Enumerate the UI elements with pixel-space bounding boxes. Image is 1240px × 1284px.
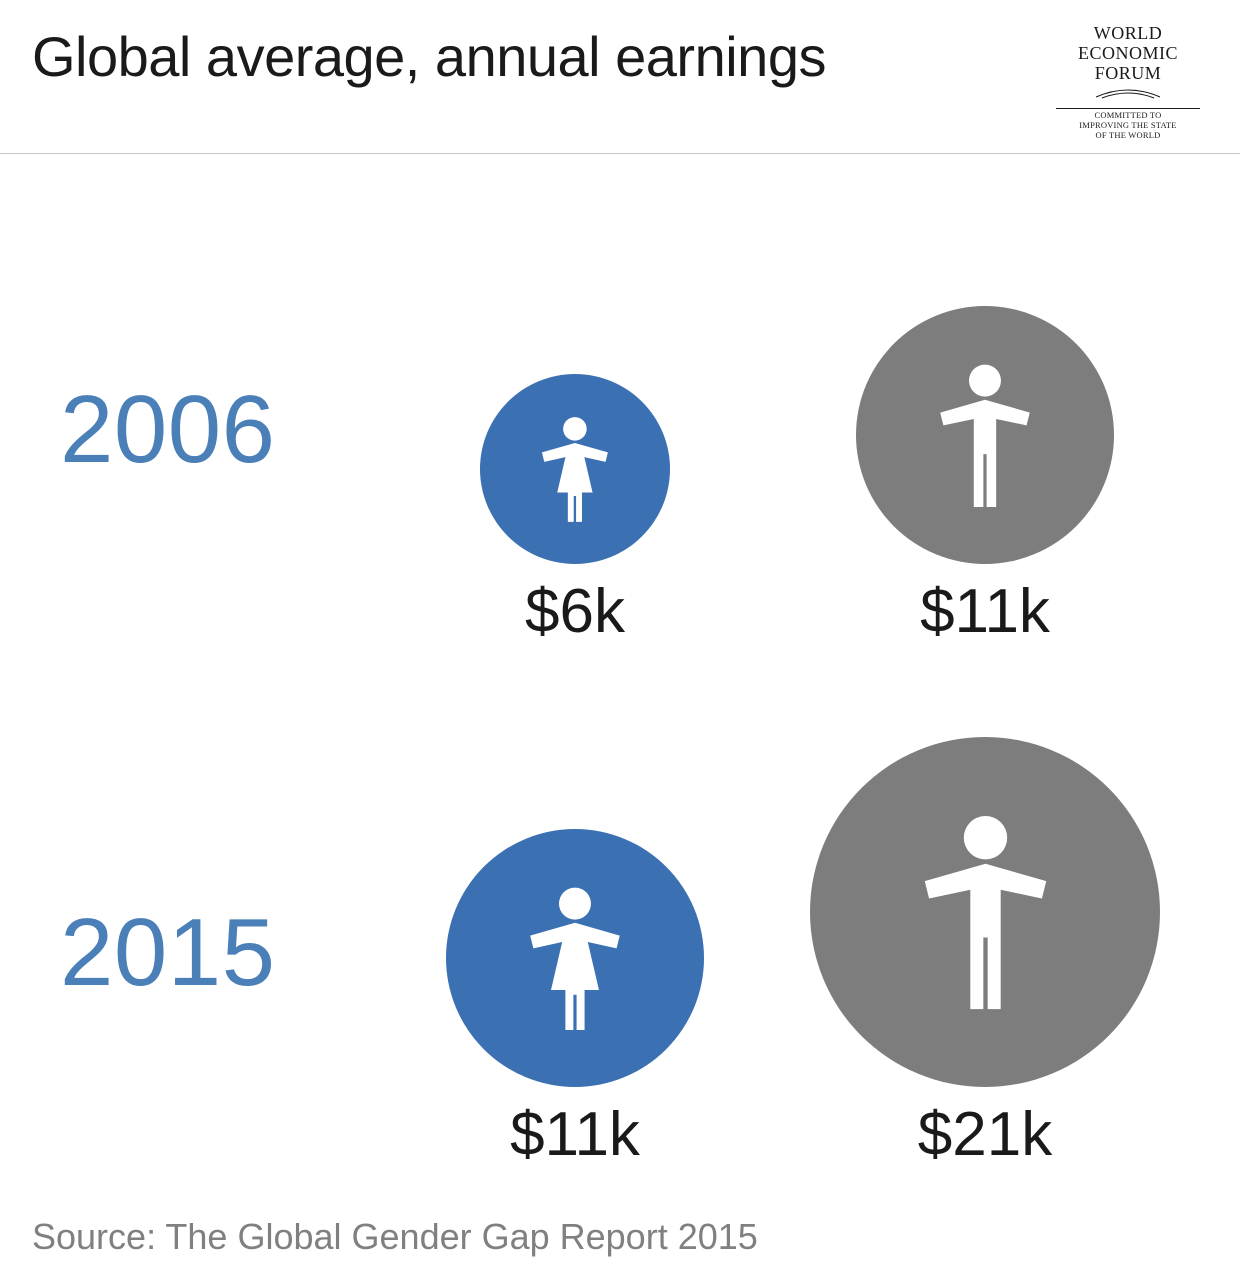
year-label: 2015 (60, 898, 360, 1008)
row-2015: 2015 $11k (60, 737, 1180, 1170)
logo-tagline: COMMITTED TO IMPROVING THE STATE OF THE … (1048, 111, 1208, 140)
logo-divider (1056, 108, 1200, 109)
female-value-label: $11k (510, 1099, 640, 1170)
bubble-wrap (480, 214, 670, 564)
male-bubble (856, 306, 1114, 564)
year-label: 2006 (60, 375, 360, 485)
female-figure-icon (495, 878, 655, 1038)
male-bubble (810, 737, 1160, 1087)
row-2006: 2006 $6k (60, 214, 1180, 647)
logo-line3: FORUM (1048, 64, 1208, 84)
male-col: $11k (790, 214, 1180, 647)
header: Global average, annual earnings WORLD EC… (0, 0, 1240, 154)
year-col: 2006 (60, 375, 360, 485)
chart-title: Global average, annual earnings (32, 24, 826, 89)
female-col: $11k (380, 737, 770, 1170)
source-label: Source: The Global Gender Gap Report 201… (32, 1216, 758, 1258)
year-col: 2015 (60, 898, 360, 1008)
chart-content: 2006 $6k (0, 154, 1240, 1190)
bubble-wrap (856, 214, 1114, 564)
male-figure-icon (905, 355, 1065, 515)
logo-text: WORLD ECONOMIC FORUM (1048, 24, 1208, 83)
female-bubble (480, 374, 670, 564)
female-value-label: $6k (525, 576, 625, 647)
male-value-label: $11k (920, 576, 1050, 647)
female-bubble (446, 829, 704, 1087)
male-value-label: $21k (918, 1099, 1052, 1170)
logo-tagline3: OF THE WORLD (1048, 131, 1208, 141)
bubble-wrap (810, 737, 1160, 1087)
logo-line1: WORLD (1048, 24, 1208, 44)
logo-line2: ECONOMIC (1048, 44, 1208, 64)
male-col: $21k (790, 737, 1180, 1170)
bubble-wrap (446, 737, 704, 1087)
logo-arc-icon (1088, 85, 1168, 99)
female-figure-icon (516, 410, 634, 528)
male-figure-icon (877, 803, 1094, 1020)
wef-logo: WORLD ECONOMIC FORUM COMMITTED TO IMPROV… (1048, 24, 1208, 141)
female-col: $6k (380, 214, 770, 647)
